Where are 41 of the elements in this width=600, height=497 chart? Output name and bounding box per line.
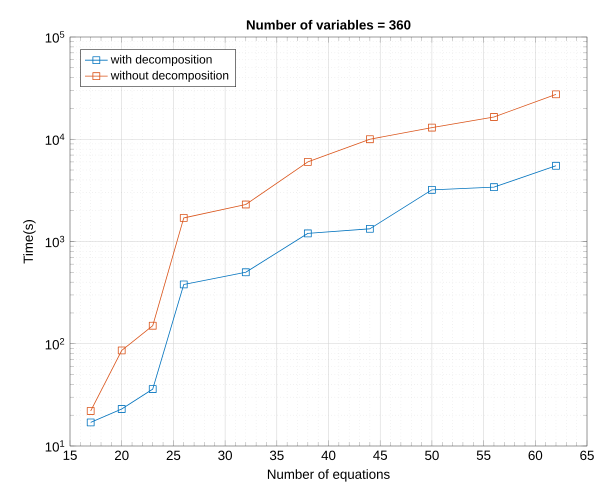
point [86, 418, 95, 426]
point [428, 186, 436, 194]
x-axis-title: Number of equations [268, 469, 390, 482]
point [118, 346, 126, 354]
x-tick-label: 15 [64, 450, 77, 460]
point [242, 268, 250, 276]
point [490, 183, 498, 192]
point [366, 135, 374, 144]
x-tick-label: 25 [166, 450, 180, 460]
y-tick-label: 10$^{1}$ [46, 440, 64, 452]
point [490, 113, 498, 121]
x-tick-label: 50 [425, 450, 439, 460]
point [428, 124, 436, 132]
x-tick-label: 20 [114, 450, 129, 460]
y-tick-label: 10$^{5}$ [46, 31, 64, 43]
point [552, 162, 560, 170]
x-tick-label: 30 [218, 450, 232, 460]
y-tick-label: 10$^{4}$ [46, 134, 64, 145]
point [242, 200, 250, 208]
point [118, 405, 126, 413]
point [148, 322, 157, 330]
y-axis-title: Time(s) [23, 220, 36, 264]
point [366, 224, 374, 233]
x-tick-label: 55 [476, 450, 490, 460]
point [304, 230, 312, 238]
x-tick-label: 35 [270, 450, 284, 460]
chart-title: Number of variables = 360 [246, 20, 410, 30]
legend-label: with decomposition [110, 54, 212, 66]
x-tick-label: 65 [580, 450, 594, 460]
point [86, 407, 95, 415]
point [180, 214, 188, 222]
legend-label: without decomposition [110, 70, 228, 82]
point [148, 385, 157, 393]
point [304, 158, 312, 166]
x-tick-label: 45 [373, 450, 388, 460]
y-tick-label: 10$^{2}$ [46, 338, 64, 350]
point [552, 90, 560, 98]
x-tick-label: 60 [528, 450, 542, 460]
x-tick-label: 40 [321, 450, 336, 460]
point [180, 280, 188, 288]
y-tick-label: 10$^{3}$ [46, 236, 64, 248]
